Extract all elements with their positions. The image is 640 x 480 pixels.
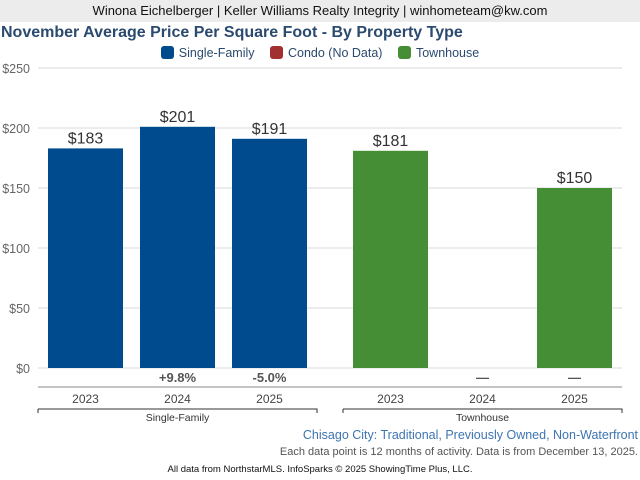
chart-legend: Single-Family Condo (No Data) Townhouse	[0, 46, 640, 60]
bar-townhouse-2023	[353, 150, 428, 368]
legend-item-condo[interactable]: Condo (No Data)	[269, 46, 383, 60]
x-tick-label: 2025	[561, 392, 588, 406]
x-tick-label: 2024	[164, 392, 191, 406]
data-note: Each data point is 12 months of activity…	[279, 446, 638, 458]
chart-title: November Average Price Per Square Foot -…	[1, 24, 463, 41]
y-tick-label: $250	[2, 62, 30, 76]
legend-label: Single-Family	[178, 46, 255, 60]
y-tick-label: $100	[2, 242, 30, 256]
group-label: Townhouse	[456, 412, 509, 424]
legend-label: Condo (No Data)	[287, 46, 383, 60]
y-tick-label: $150	[2, 182, 30, 196]
legend-label: Townhouse	[415, 46, 480, 60]
group-label: Single-Family	[146, 412, 210, 424]
legend-item-single-family[interactable]: Single-Family	[160, 46, 255, 60]
legend-swatch-single-family	[160, 46, 174, 59]
group-bracket	[37, 408, 318, 413]
data-source: All data from NorthstarMLS. InfoSparks ©…	[167, 464, 473, 475]
change-label: -5.0%	[253, 370, 287, 385]
chart-plot: $0 $50 $100 $150 $200 $250 $183 2023 $201 +9.8% 20…	[2, 62, 623, 424]
data-label: $183	[68, 130, 104, 147]
y-tick-label: $200	[2, 122, 30, 136]
change-label: —	[568, 370, 581, 385]
market-subtitle: Chisago City: Traditional, Previously Ow…	[302, 428, 638, 442]
data-label: $201	[160, 109, 196, 126]
legend-item-townhouse[interactable]: Townhouse	[397, 46, 480, 60]
agent-banner: Winona Eichelberger | Keller Williams Re…	[0, 0, 640, 22]
x-tick-label: 2024	[469, 392, 496, 406]
data-label: $181	[373, 133, 409, 150]
change-label: +9.8%	[159, 370, 197, 385]
x-tick-label: 2025	[256, 392, 283, 406]
bar-single-family-2024	[140, 126, 215, 368]
y-tick-label: $50	[9, 302, 30, 316]
data-label: $150	[557, 170, 593, 187]
x-tick-label: 2023	[377, 392, 404, 406]
bar-townhouse-2025	[537, 188, 612, 368]
bar-single-family-2023	[48, 148, 123, 368]
change-label: —	[476, 370, 489, 385]
y-tick-label: $0	[16, 362, 30, 376]
bar-single-family-2025	[232, 138, 307, 368]
data-label: $191	[252, 121, 288, 138]
x-tick-label: 2023	[72, 392, 99, 406]
legend-swatch-townhouse	[397, 46, 411, 59]
legend-swatch-condo	[269, 46, 283, 59]
group-bracket	[342, 408, 623, 413]
